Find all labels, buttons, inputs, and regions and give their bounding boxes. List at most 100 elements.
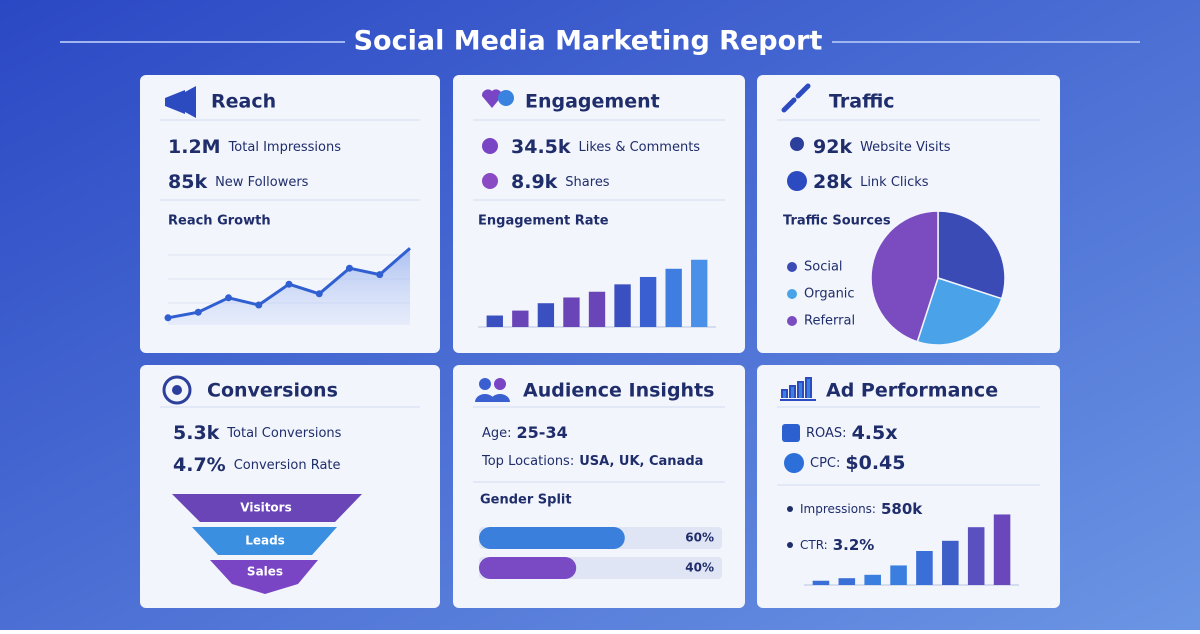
funnel-stage xyxy=(192,527,337,555)
bar xyxy=(890,565,907,585)
point xyxy=(255,301,263,309)
bars-icon xyxy=(780,377,816,401)
svg-text:4.7%Conversion Rate: 4.7% Conversion Rate xyxy=(173,454,341,476)
stat-label: New Followers xyxy=(215,175,309,190)
pie-icon xyxy=(787,171,807,191)
point xyxy=(346,264,353,272)
bar xyxy=(512,310,529,327)
panel-title: Traffic xyxy=(829,91,895,113)
bubble-icon xyxy=(498,90,514,106)
stat-value: 4.5x xyxy=(852,422,898,444)
point xyxy=(315,290,323,298)
stat-value: 580k xyxy=(881,500,923,518)
page-title: Social Media Marketing Report xyxy=(354,26,823,57)
stat-label: Age: xyxy=(482,426,512,441)
bar xyxy=(563,297,580,327)
link-icon xyxy=(781,83,811,113)
chart-title: Gender Split xyxy=(480,493,572,508)
legend-dot xyxy=(787,262,797,272)
bar xyxy=(916,551,933,585)
bar xyxy=(588,291,606,327)
bar xyxy=(665,268,682,327)
svg-text:CPC:$0.45: CPC: $0.45 xyxy=(810,452,905,474)
point xyxy=(285,280,293,288)
panel-title: Reach xyxy=(211,91,276,113)
icons xyxy=(162,83,816,548)
pin-icon xyxy=(790,137,804,151)
people-icon xyxy=(494,378,506,390)
heart-icon xyxy=(482,138,498,154)
people-icon xyxy=(479,378,491,390)
bar xyxy=(486,315,503,327)
svg-text:Impressions:580k: Impressions: 580k xyxy=(800,500,923,518)
stat-value: 25-34 xyxy=(517,423,568,442)
headers: Reach Engagement Traffic Conversions Aud… xyxy=(207,91,998,402)
target-icon xyxy=(172,385,182,395)
stat-label: Shares xyxy=(565,175,610,190)
bar xyxy=(967,527,985,585)
stat-label: Total Conversions xyxy=(226,426,341,441)
stat-value: 85k xyxy=(168,171,207,193)
stat-value: 3.2% xyxy=(833,536,875,554)
chart-title: Engagement Rate xyxy=(478,214,609,229)
panel-title: Engagement xyxy=(525,91,660,113)
roas-icon xyxy=(782,424,800,442)
bar xyxy=(479,557,577,579)
bar xyxy=(614,284,631,327)
share-icon xyxy=(482,173,498,189)
people-icon xyxy=(475,394,510,402)
stat-label: CPC: xyxy=(810,456,840,471)
legend-dot xyxy=(787,289,797,299)
bar xyxy=(993,514,1011,585)
stat-label: Total Impressions xyxy=(228,140,342,155)
panel-title: Conversions xyxy=(207,380,338,402)
svg-text:ROAS:4.5x: ROAS: 4.5x xyxy=(806,422,897,444)
value-label: 60% xyxy=(685,531,714,545)
bar xyxy=(639,276,657,327)
stat-value: 34.5k xyxy=(511,136,571,158)
stat-value: 5.3k xyxy=(173,422,220,444)
funnel-stage xyxy=(172,494,362,522)
stats: 1.2M Total Impressions 85k New Followers 3… xyxy=(168,136,951,554)
legend-label: Social xyxy=(804,260,843,275)
funnel-label: Sales xyxy=(247,565,283,579)
stat-value: $0.45 xyxy=(845,452,905,474)
stat-label: Likes & Comments xyxy=(579,140,701,155)
bar xyxy=(537,303,555,327)
stat-label: ROAS: xyxy=(806,426,847,441)
bar xyxy=(864,574,881,585)
legend-dot xyxy=(787,316,797,326)
stat-value: USA, UK, Canada xyxy=(579,454,703,469)
panel-title: Audience Insights xyxy=(523,380,714,402)
bar xyxy=(691,259,708,327)
svg-text:Top Locations:USA, UK, Canada: Top Locations: USA, UK, Canada xyxy=(481,454,703,469)
stat-value: 92k xyxy=(813,136,852,158)
svg-text:CTR:3.2%: CTR: 3.2% xyxy=(800,536,874,554)
chart-title: Traffic Sources xyxy=(783,214,891,229)
hearts-icon xyxy=(481,89,503,108)
stat-value: 8.9k xyxy=(511,171,558,193)
stat-value: 1.2M xyxy=(168,136,221,158)
pie-slice xyxy=(937,210,1006,300)
bullet xyxy=(787,542,793,548)
value-label: 40% xyxy=(685,561,714,575)
chart-title: Reach Growth xyxy=(168,214,271,229)
stat-label: Website Visits xyxy=(860,140,951,155)
panel-title: Ad Performance xyxy=(826,380,998,402)
point xyxy=(225,294,232,302)
svg-text:Age:25-34: Age: 25-34 xyxy=(482,423,568,442)
stat-label: Conversion Rate xyxy=(234,458,341,473)
point xyxy=(376,271,384,279)
stat-label: CTR: xyxy=(800,538,828,552)
pie-slice xyxy=(916,277,1003,346)
funnel-stage xyxy=(210,560,318,594)
point xyxy=(164,314,172,322)
